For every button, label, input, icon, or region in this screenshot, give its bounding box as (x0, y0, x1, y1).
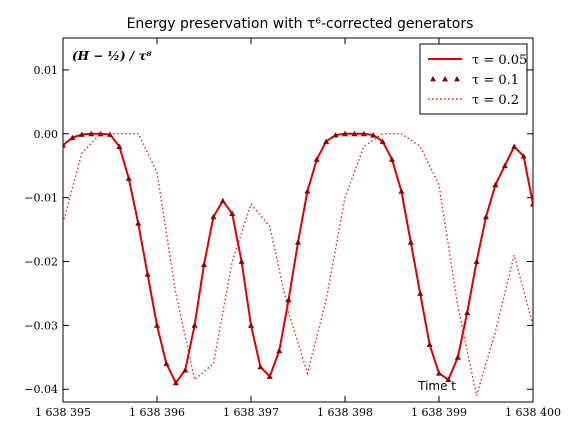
series-marker (370, 132, 377, 138)
y-annotation: (H − ½) / τ⁸ (72, 49, 152, 63)
series-marker (417, 290, 424, 296)
series-marker (97, 130, 104, 137)
series-marker (342, 130, 348, 137)
chart-title: Energy preservation with τ⁶-corrected ge… (127, 16, 474, 32)
series-marker (454, 354, 461, 360)
legend-box (419, 43, 528, 115)
series-marker (78, 131, 85, 137)
x-tick-label: 1 638 400 (505, 406, 561, 419)
series-marker (285, 296, 292, 303)
series-line-2 (63, 133, 533, 396)
legend: τ = 0.05 τ = 0.1 τ = 0.2 (419, 43, 528, 115)
series-marker (407, 239, 414, 245)
legend-label: τ = 0.05 (472, 53, 527, 68)
y-tick-label: −0.04 (24, 383, 58, 396)
series-marker (63, 142, 66, 148)
series-marker (520, 153, 527, 159)
y-tick-label: −0.03 (24, 319, 58, 332)
series-marker (182, 367, 189, 373)
series-marker (398, 188, 405, 194)
series-marker (445, 376, 452, 383)
series-marker (144, 271, 151, 277)
series-marker (257, 363, 264, 370)
series-marker (295, 239, 301, 245)
legend-label: τ = 0.2 (472, 93, 519, 108)
series-marker (360, 130, 367, 137)
legend-marker (430, 76, 436, 82)
series-marker (201, 261, 207, 268)
series-marker (191, 322, 198, 328)
x-axis-label: Time t (417, 379, 456, 393)
x-tick-label: 1 638 399 (411, 406, 467, 419)
series-marker (436, 370, 442, 376)
series-marker (351, 130, 358, 137)
series-marker (229, 210, 236, 217)
legend-marker (442, 76, 448, 82)
series-marker (248, 322, 254, 328)
x-tick-label: 1 638 396 (129, 406, 185, 419)
series-marker (135, 220, 142, 226)
series-marker (172, 379, 179, 386)
series-marker (483, 213, 489, 220)
series-marker (323, 138, 330, 144)
series-marker (125, 175, 132, 181)
series-marker (464, 309, 471, 315)
series-marker (332, 132, 339, 138)
series-marker (210, 213, 217, 220)
series-marker (389, 156, 395, 162)
series-marker (501, 162, 508, 169)
series-marker (379, 138, 386, 144)
axis-ticks: 1 638 395 1 638 396 1 638 397 1 638 398 1 63… (24, 38, 561, 419)
legend-label: τ = 0.1 (472, 73, 519, 88)
series-marker (276, 347, 283, 354)
series-marker (530, 201, 533, 207)
series-marker (266, 373, 273, 379)
series-marker (219, 197, 226, 204)
series-marker (473, 258, 480, 264)
series-layer (63, 130, 533, 396)
series-marker (492, 181, 499, 188)
y-tick-label: −0.01 (24, 192, 58, 205)
y-tick-label: 0.01 (34, 64, 59, 77)
series-marker (116, 143, 123, 149)
series-marker (163, 360, 170, 367)
y-tick-label: −0.02 (24, 256, 58, 269)
series-marker (154, 322, 160, 328)
series-marker (238, 258, 245, 264)
x-tick-label: 1 638 398 (317, 406, 373, 419)
series-marker (313, 156, 320, 162)
y-tick-label: 0.00 (34, 128, 59, 141)
series-marker (88, 130, 95, 137)
series-marker (304, 188, 311, 194)
series-marker (511, 143, 518, 149)
series-marker (426, 341, 433, 347)
x-tick-label: 1 638 395 (35, 406, 91, 419)
legend-marker (454, 76, 460, 82)
series-marker (69, 134, 76, 141)
x-tick-label: 1 638 397 (223, 406, 279, 419)
